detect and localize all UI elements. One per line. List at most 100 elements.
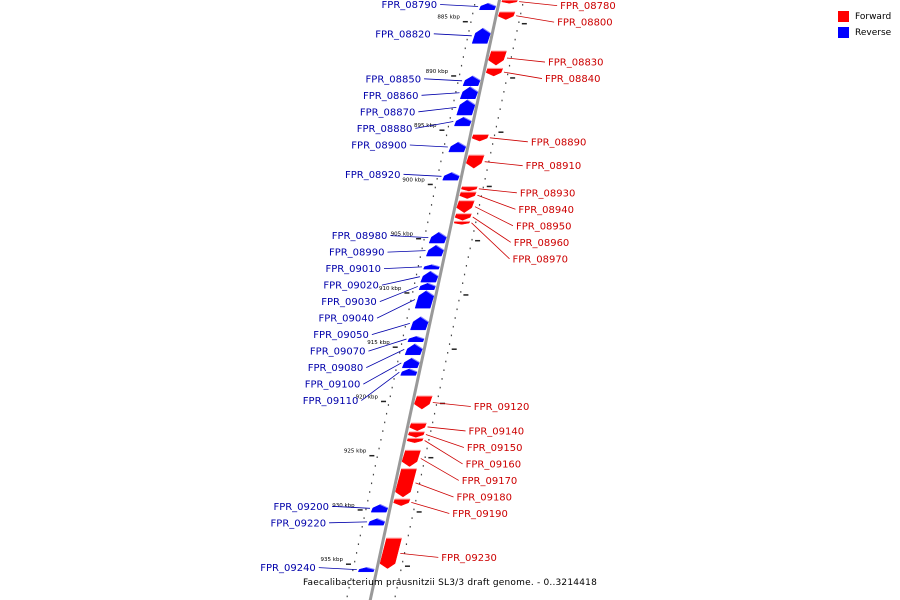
bin-dot [460, 291, 462, 293]
gene-features [357, 0, 518, 573]
bin-dot [442, 151, 444, 154]
bin-dot [391, 386, 393, 389]
bin-dot [348, 586, 350, 589]
bin-dot [456, 308, 458, 311]
bin-dot [374, 465, 376, 467]
kbp-tick-label: 930 kbp [332, 503, 355, 509]
bin-dot [387, 404, 390, 406]
legend-forward-swatch [838, 11, 849, 22]
bin-dot [457, 82, 459, 84]
kbp-tick: 915 kbp [367, 340, 457, 350]
bin-dot [423, 238, 425, 241]
gene-label: FPR_09200 [273, 502, 329, 513]
label-leader [425, 434, 465, 448]
bin-dot [480, 195, 483, 197]
bin-dot [397, 360, 399, 363]
gene-label: FPR_09240 [260, 563, 316, 574]
gene-arrow-fpr-08880 [454, 116, 472, 127]
bin-dot [444, 143, 446, 145]
kbp-tick: 900 kbp [402, 177, 492, 188]
bin-dot [472, 12, 474, 15]
bin-dot [451, 108, 453, 110]
bin-dot [447, 125, 450, 128]
bin-dot [464, 47, 466, 50]
gene-arrow-fpr-09020 [420, 270, 439, 283]
label-leader [390, 235, 429, 239]
label-leader [368, 338, 407, 352]
bin-dot [436, 178, 438, 180]
gene-label: FPR_08890 [531, 137, 587, 148]
bin-dot [370, 482, 373, 485]
gene-arrow-fpr-09010 [423, 264, 440, 270]
bin-dot [359, 534, 361, 537]
bin-dot [439, 386, 441, 389]
bin-dot [462, 56, 464, 58]
gene-arrow-fpr-09080 [404, 343, 423, 356]
gene-label: FPR_08840 [545, 74, 601, 85]
gene-label: FPR_09020 [323, 281, 379, 292]
kbp-tick-label: 920 kbp [356, 394, 379, 400]
bin-dot [411, 517, 413, 519]
bin-dot [385, 412, 388, 415]
gene-highlight [430, 270, 439, 277]
label-leader [433, 33, 472, 37]
label-leader [381, 276, 420, 286]
bin-dot [407, 534, 409, 537]
bin-dot [499, 108, 501, 110]
gene-arrow-fpr-08930 [461, 186, 478, 192]
bin-dot [493, 134, 496, 137]
bin-dot [508, 64, 511, 67]
label-leader [424, 440, 463, 465]
gene-highlight [411, 357, 420, 363]
label-leader [366, 349, 405, 368]
gene-arrow-fpr-08910 [465, 154, 485, 169]
bin-dot [430, 430, 432, 432]
gene-arrow-fpr-09170 [401, 450, 421, 467]
bin-dot [367, 499, 369, 502]
label-leader [484, 161, 523, 167]
bin-dot [482, 186, 484, 189]
bin-dot [389, 395, 391, 398]
bin-dot [422, 465, 424, 467]
kbp-tick: 905 kbp [391, 232, 481, 242]
bin-dot [460, 64, 463, 67]
label-leader [371, 322, 410, 335]
gene-highlight [482, 27, 491, 34]
bin-dot [473, 230, 475, 232]
gene-label: FPR_09220 [271, 518, 327, 529]
bin-dot [470, 21, 472, 23]
bin-dot [432, 195, 435, 197]
bin-dot [395, 369, 397, 371]
label-leader [409, 144, 448, 148]
gene-arrow-fpr-09030 [418, 282, 436, 290]
bin-dot [454, 317, 456, 319]
bin-dot [414, 282, 416, 284]
gene-highlight [438, 231, 447, 238]
gene-arrow-fpr-09190 [393, 498, 411, 506]
gene-arrow-fpr-08860 [459, 86, 479, 99]
gene-arrow-fpr-09050 [410, 316, 429, 331]
label-leader [363, 362, 402, 385]
bin-dot [376, 456, 378, 458]
bin-dot [450, 334, 453, 337]
bin-dot [471, 238, 473, 241]
gene-label: FPR_08850 [366, 74, 422, 85]
gene-arrow-fpr-08960 [454, 213, 472, 221]
legend-reverse-label: Reverse [855, 27, 892, 38]
bin-dot [399, 352, 401, 354]
bin-dot [408, 308, 410, 311]
gene-arrow-fpr-09160 [406, 438, 424, 443]
legend-forward-label: Forward [855, 11, 892, 22]
gene-label: FPR_09100 [305, 380, 361, 391]
label-leader [418, 107, 457, 113]
gene-label: FPR_09120 [474, 402, 530, 413]
label-leader [489, 137, 528, 143]
bin-dot [495, 125, 498, 128]
legend: Forward Reverse [838, 9, 891, 41]
bin-dot [469, 247, 471, 250]
bin-dot [475, 221, 477, 224]
gene-label: FPR_08900 [351, 141, 407, 152]
gene-arrow-fpr-08980 [428, 231, 447, 244]
gene-highlight [435, 244, 444, 251]
